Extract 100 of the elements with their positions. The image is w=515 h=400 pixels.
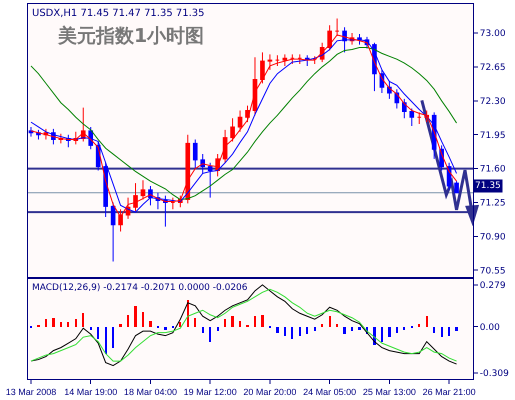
x-tick-label: 18 Mar 04:00	[124, 386, 177, 397]
y-tick-label: 71.25	[480, 198, 506, 209]
candlestick	[133, 182, 138, 212]
candlestick	[245, 105, 250, 123]
text: MACD(12,26,9) -0.2174 -0.2071 0.0000 -0.0206	[32, 283, 248, 293]
x-tick-label: 20 Mar 20:00	[243, 386, 296, 397]
x-tick-label: 14 Mar 19:00	[64, 386, 118, 397]
candlestick	[185, 134, 190, 204]
candlestick	[222, 129, 228, 164]
bar	[381, 326, 383, 342]
bar	[343, 326, 346, 334]
candlestick	[110, 202, 116, 262]
candlestick	[192, 139, 198, 170]
candlestick	[148, 186, 153, 206]
x-tick-label: 19 Mar 12:00	[184, 386, 237, 397]
bar	[284, 326, 286, 336]
bar	[45, 318, 47, 327]
y-tick-label: -0.309	[480, 369, 510, 380]
y-tick-label: 71.60	[480, 164, 506, 175]
bar	[455, 326, 458, 331]
bar	[97, 326, 99, 339]
bar	[60, 322, 62, 327]
x-tick-label: 13 Mar 2008	[6, 386, 56, 397]
bar	[441, 326, 443, 337]
bar	[82, 312, 84, 327]
bar	[127, 314, 129, 327]
bar	[276, 326, 279, 333]
text: 美元指数1小时图	[57, 25, 204, 47]
bar	[112, 326, 114, 348]
bar	[291, 326, 293, 339]
bar	[105, 326, 107, 354]
y-tick-label: 72.30	[480, 96, 506, 107]
bar	[231, 316, 234, 327]
bar	[202, 326, 204, 333]
bar	[403, 326, 405, 330]
candlestick	[268, 54, 272, 70]
bar	[179, 322, 181, 327]
bar	[164, 326, 167, 330]
bar	[261, 314, 264, 327]
bar	[224, 318, 226, 327]
bar	[433, 326, 435, 333]
y-tick-label: 0.279	[480, 281, 506, 292]
bar	[448, 326, 450, 336]
candlestick	[282, 54, 288, 66]
candlestick	[416, 112, 422, 125]
bar	[52, 318, 55, 327]
bar	[217, 326, 219, 331]
bar	[149, 320, 152, 327]
candlestick	[304, 54, 310, 66]
bar	[299, 326, 301, 336]
candlestick	[394, 88, 400, 110]
bar	[194, 318, 196, 327]
x-tick-label: 25 Mar 13:00	[362, 386, 416, 397]
candlestick	[275, 54, 280, 66]
bar	[75, 318, 77, 327]
y-tick-label: 70.55	[480, 266, 506, 276]
candlestick	[297, 54, 302, 65]
candlestick	[446, 162, 452, 190]
bar	[142, 312, 144, 327]
chart-subtitle: USDX,H1 71.45 71.47 71.35 71.35	[32, 8, 205, 19]
bar	[314, 326, 316, 331]
y-tick-label: 73.00	[480, 29, 506, 40]
bar	[351, 326, 353, 331]
bar	[67, 322, 69, 327]
candlestick	[409, 108, 414, 126]
bar	[119, 324, 122, 327]
y-tick-label: 0.00	[480, 322, 500, 333]
candlestick	[290, 54, 295, 65]
candlestick	[230, 118, 235, 142]
y-tick-label: 70.90	[480, 232, 506, 242]
candlestick	[387, 80, 392, 100]
bar	[426, 316, 428, 327]
bar	[396, 326, 398, 333]
bar	[336, 324, 338, 327]
candlestick	[80, 107, 86, 142]
x-tick-label: 26 Mar 21:00	[422, 386, 476, 397]
candlestick	[260, 52, 265, 84]
bar	[90, 326, 92, 330]
bar	[239, 320, 241, 327]
bar	[254, 316, 256, 327]
bar	[321, 324, 323, 327]
candlestick	[170, 197, 176, 210]
y-tick-label: 72.65	[480, 63, 506, 74]
ref-line-label: 71.35	[475, 181, 501, 191]
bar	[388, 326, 391, 337]
bar	[329, 316, 331, 327]
bar	[134, 306, 137, 327]
candlestick	[28, 126, 34, 138]
candlestick	[238, 110, 242, 132]
candlestick	[402, 98, 407, 119]
x-tick-label: 24 Mar 05:00	[303, 386, 356, 397]
candlestick	[312, 56, 318, 65]
bar	[358, 326, 361, 330]
y-tick-label: 71.95	[480, 130, 506, 141]
bar	[306, 326, 308, 334]
bar	[209, 326, 211, 342]
candlestick	[140, 180, 146, 200]
candlestick	[372, 42, 377, 92]
candlestick	[208, 162, 213, 198]
candlestick	[454, 180, 459, 194]
